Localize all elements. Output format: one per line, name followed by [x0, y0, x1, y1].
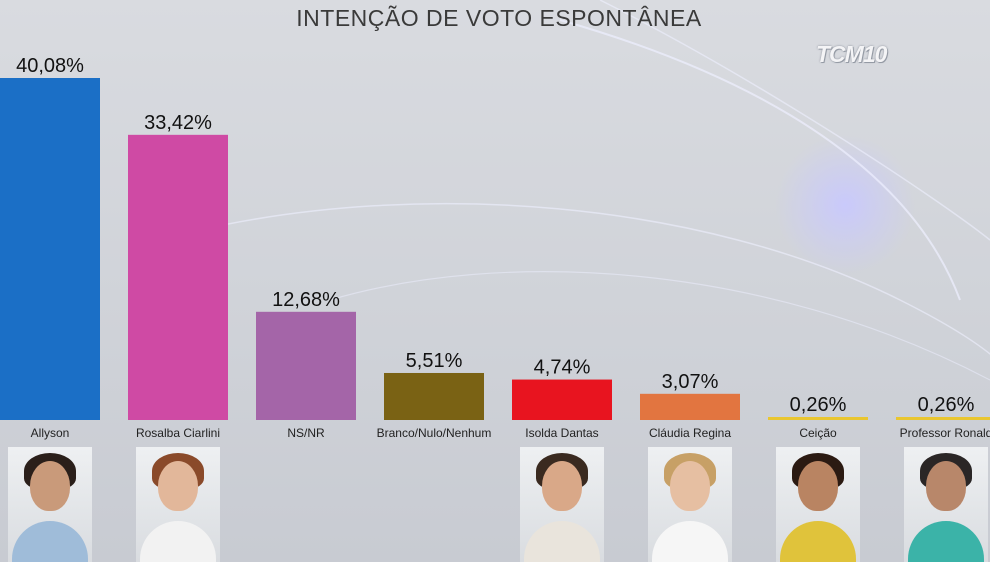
- category-label-7: Professor Ronald: [900, 426, 990, 440]
- value-label-0: 40,08%: [16, 55, 84, 77]
- value-label-2: 12,68%: [272, 289, 340, 311]
- value-label-4: 4,74%: [534, 357, 591, 379]
- candidate-photo-7: [904, 447, 988, 562]
- category-label-6: Ceição: [799, 426, 837, 440]
- candidate-photo-1: [136, 447, 220, 562]
- candidate-photo-5: [648, 447, 732, 562]
- candidate-photo-0: [8, 447, 92, 562]
- bar-6: [768, 417, 868, 420]
- candidate-photo-4: [520, 447, 604, 562]
- bar-2: [256, 311, 356, 420]
- value-label-6: 0,26%: [790, 394, 847, 416]
- bar-5: [640, 393, 740, 420]
- value-label-7: 0,26%: [918, 394, 975, 416]
- category-label-4: Isolda Dantas: [525, 426, 598, 440]
- category-label-5: Cláudia Regina: [649, 426, 731, 440]
- value-label-5: 3,07%: [662, 371, 719, 393]
- bar-3: [384, 372, 484, 420]
- value-label-1: 33,42%: [144, 112, 212, 134]
- category-label-0: Allyson: [31, 426, 70, 440]
- category-label-1: Rosalba Ciarlini: [136, 426, 220, 440]
- candidate-photo-6: [776, 447, 860, 562]
- bar-1: [128, 134, 228, 420]
- bar-4: [512, 379, 612, 420]
- category-label-3: Branco/Nulo/Nenhum: [377, 426, 492, 440]
- category-label-2: NS/NR: [287, 426, 325, 440]
- value-label-3: 5,51%: [406, 350, 463, 372]
- bar-7: [896, 417, 990, 420]
- channel-logo: TCM10: [816, 41, 887, 67]
- chart-title: INTENÇÃO DE VOTO ESPONTÂNEA: [296, 5, 702, 31]
- bar-0: [0, 78, 100, 420]
